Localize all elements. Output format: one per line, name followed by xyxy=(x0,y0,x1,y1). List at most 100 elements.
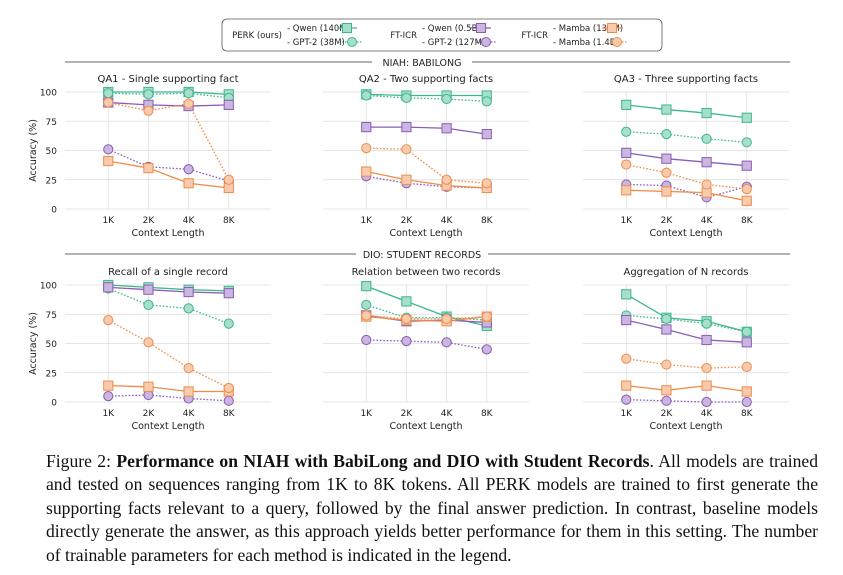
data-point xyxy=(361,90,372,101)
data-point xyxy=(741,184,752,195)
data-point xyxy=(441,313,452,325)
data-point xyxy=(741,361,752,372)
section-title: NIAH: BABILONG xyxy=(382,58,461,69)
series-line xyxy=(108,284,229,292)
x-tick-label: 1K xyxy=(102,216,115,226)
x-axis-label: Context Length xyxy=(649,228,722,239)
data-point xyxy=(183,98,194,109)
data-point xyxy=(223,99,234,110)
x-tick-label: 2K xyxy=(401,409,414,419)
data-point xyxy=(481,344,492,355)
series-line xyxy=(366,93,487,97)
data-point xyxy=(361,310,372,321)
legend-entry-label: - Mamba (130M) xyxy=(553,24,623,34)
legend-entry-label: - GPT-2 (38M) xyxy=(287,38,345,48)
legend-entry-label: - Mamba (1.4B) xyxy=(553,38,619,48)
legend-marker xyxy=(612,37,622,47)
chart-title: Aggregation of N records xyxy=(623,267,748,278)
x-tick-label: 4K xyxy=(701,409,714,419)
data-point xyxy=(401,296,412,307)
caption-label: Figure 2: xyxy=(46,451,111,471)
data-point xyxy=(661,395,672,406)
data-point xyxy=(701,107,712,119)
series-line xyxy=(107,319,230,389)
x-tick-label: 4K xyxy=(441,409,454,419)
data-point xyxy=(361,334,372,346)
data-point xyxy=(361,299,372,310)
data-point xyxy=(701,362,712,374)
x-tick-label: 1K xyxy=(360,409,373,419)
data-point xyxy=(701,396,712,408)
data-point xyxy=(741,386,752,397)
series-line xyxy=(625,293,747,333)
data-point xyxy=(441,337,452,348)
chart-panel: Recall of a single record 0 25 50 75 100 1K 2K 4… xyxy=(28,267,271,432)
y-tick-label: 50 xyxy=(46,147,58,157)
series-line xyxy=(626,131,747,143)
data-point xyxy=(223,318,234,329)
x-tick-label: 8K xyxy=(481,409,494,419)
series-line xyxy=(366,315,487,322)
chart-panels: QA1 - Single supporting fact 0 25 50 75 100 1K… xyxy=(28,74,789,432)
series-line xyxy=(366,147,487,184)
data-point xyxy=(103,97,114,108)
series-line xyxy=(108,160,229,189)
series-line xyxy=(366,94,487,103)
data-point xyxy=(701,334,712,346)
y-tick-label: 25 xyxy=(46,176,57,186)
data-point xyxy=(661,324,672,335)
y-axis-label: Accuracy (%) xyxy=(28,119,39,182)
data-point xyxy=(361,166,372,177)
data-point xyxy=(741,112,752,123)
data-point xyxy=(401,336,412,347)
data-point xyxy=(701,380,712,391)
data-point xyxy=(701,157,712,168)
data-point xyxy=(481,311,492,322)
data-point xyxy=(481,96,492,107)
series-line xyxy=(108,101,230,181)
x-tick-label: 4K xyxy=(183,409,196,419)
y-tick-label: 75 xyxy=(46,311,57,321)
y-tick-label: 100 xyxy=(40,89,57,99)
series-line xyxy=(626,399,747,403)
series-line xyxy=(626,358,747,369)
legend-marker xyxy=(347,37,357,47)
data-point xyxy=(621,147,632,158)
data-point xyxy=(661,385,672,396)
data-point xyxy=(103,391,114,402)
data-point xyxy=(103,88,114,99)
series-line xyxy=(108,91,229,95)
series-line xyxy=(107,148,229,182)
data-point xyxy=(481,129,492,140)
data-point xyxy=(441,174,452,185)
data-point xyxy=(401,122,412,133)
x-tick-label: 8K xyxy=(741,409,754,419)
data-point xyxy=(661,129,672,140)
series-line xyxy=(626,319,747,343)
x-tick-label: 8K xyxy=(223,216,236,226)
y-tick-label: 0 xyxy=(51,206,57,216)
data-point xyxy=(143,162,154,174)
data-point xyxy=(661,153,672,164)
legend-group-label: FT-ICR xyxy=(390,31,417,41)
data-point xyxy=(741,160,752,171)
data-point xyxy=(143,299,154,310)
data-point xyxy=(361,143,372,154)
x-tick-label: 8K xyxy=(481,216,494,226)
data-point xyxy=(701,133,712,144)
section-title: DIO: STUDENT RECORDS xyxy=(363,250,481,261)
legend-marker xyxy=(481,37,491,47)
x-tick-label: 4K xyxy=(183,216,196,226)
series-line xyxy=(108,287,230,325)
x-tick-label: 2K xyxy=(401,216,414,226)
data-point xyxy=(621,126,632,137)
legend-group-label: FT-ICR xyxy=(521,31,548,41)
x-tick-label: 8K xyxy=(741,216,754,226)
x-axis-label: Context Length xyxy=(649,421,722,432)
x-tick-label: 1K xyxy=(102,409,115,419)
data-point xyxy=(621,394,632,405)
data-point xyxy=(661,359,672,370)
data-point xyxy=(401,144,412,155)
y-tick-label: 50 xyxy=(46,340,58,350)
legend-marker xyxy=(607,23,617,33)
